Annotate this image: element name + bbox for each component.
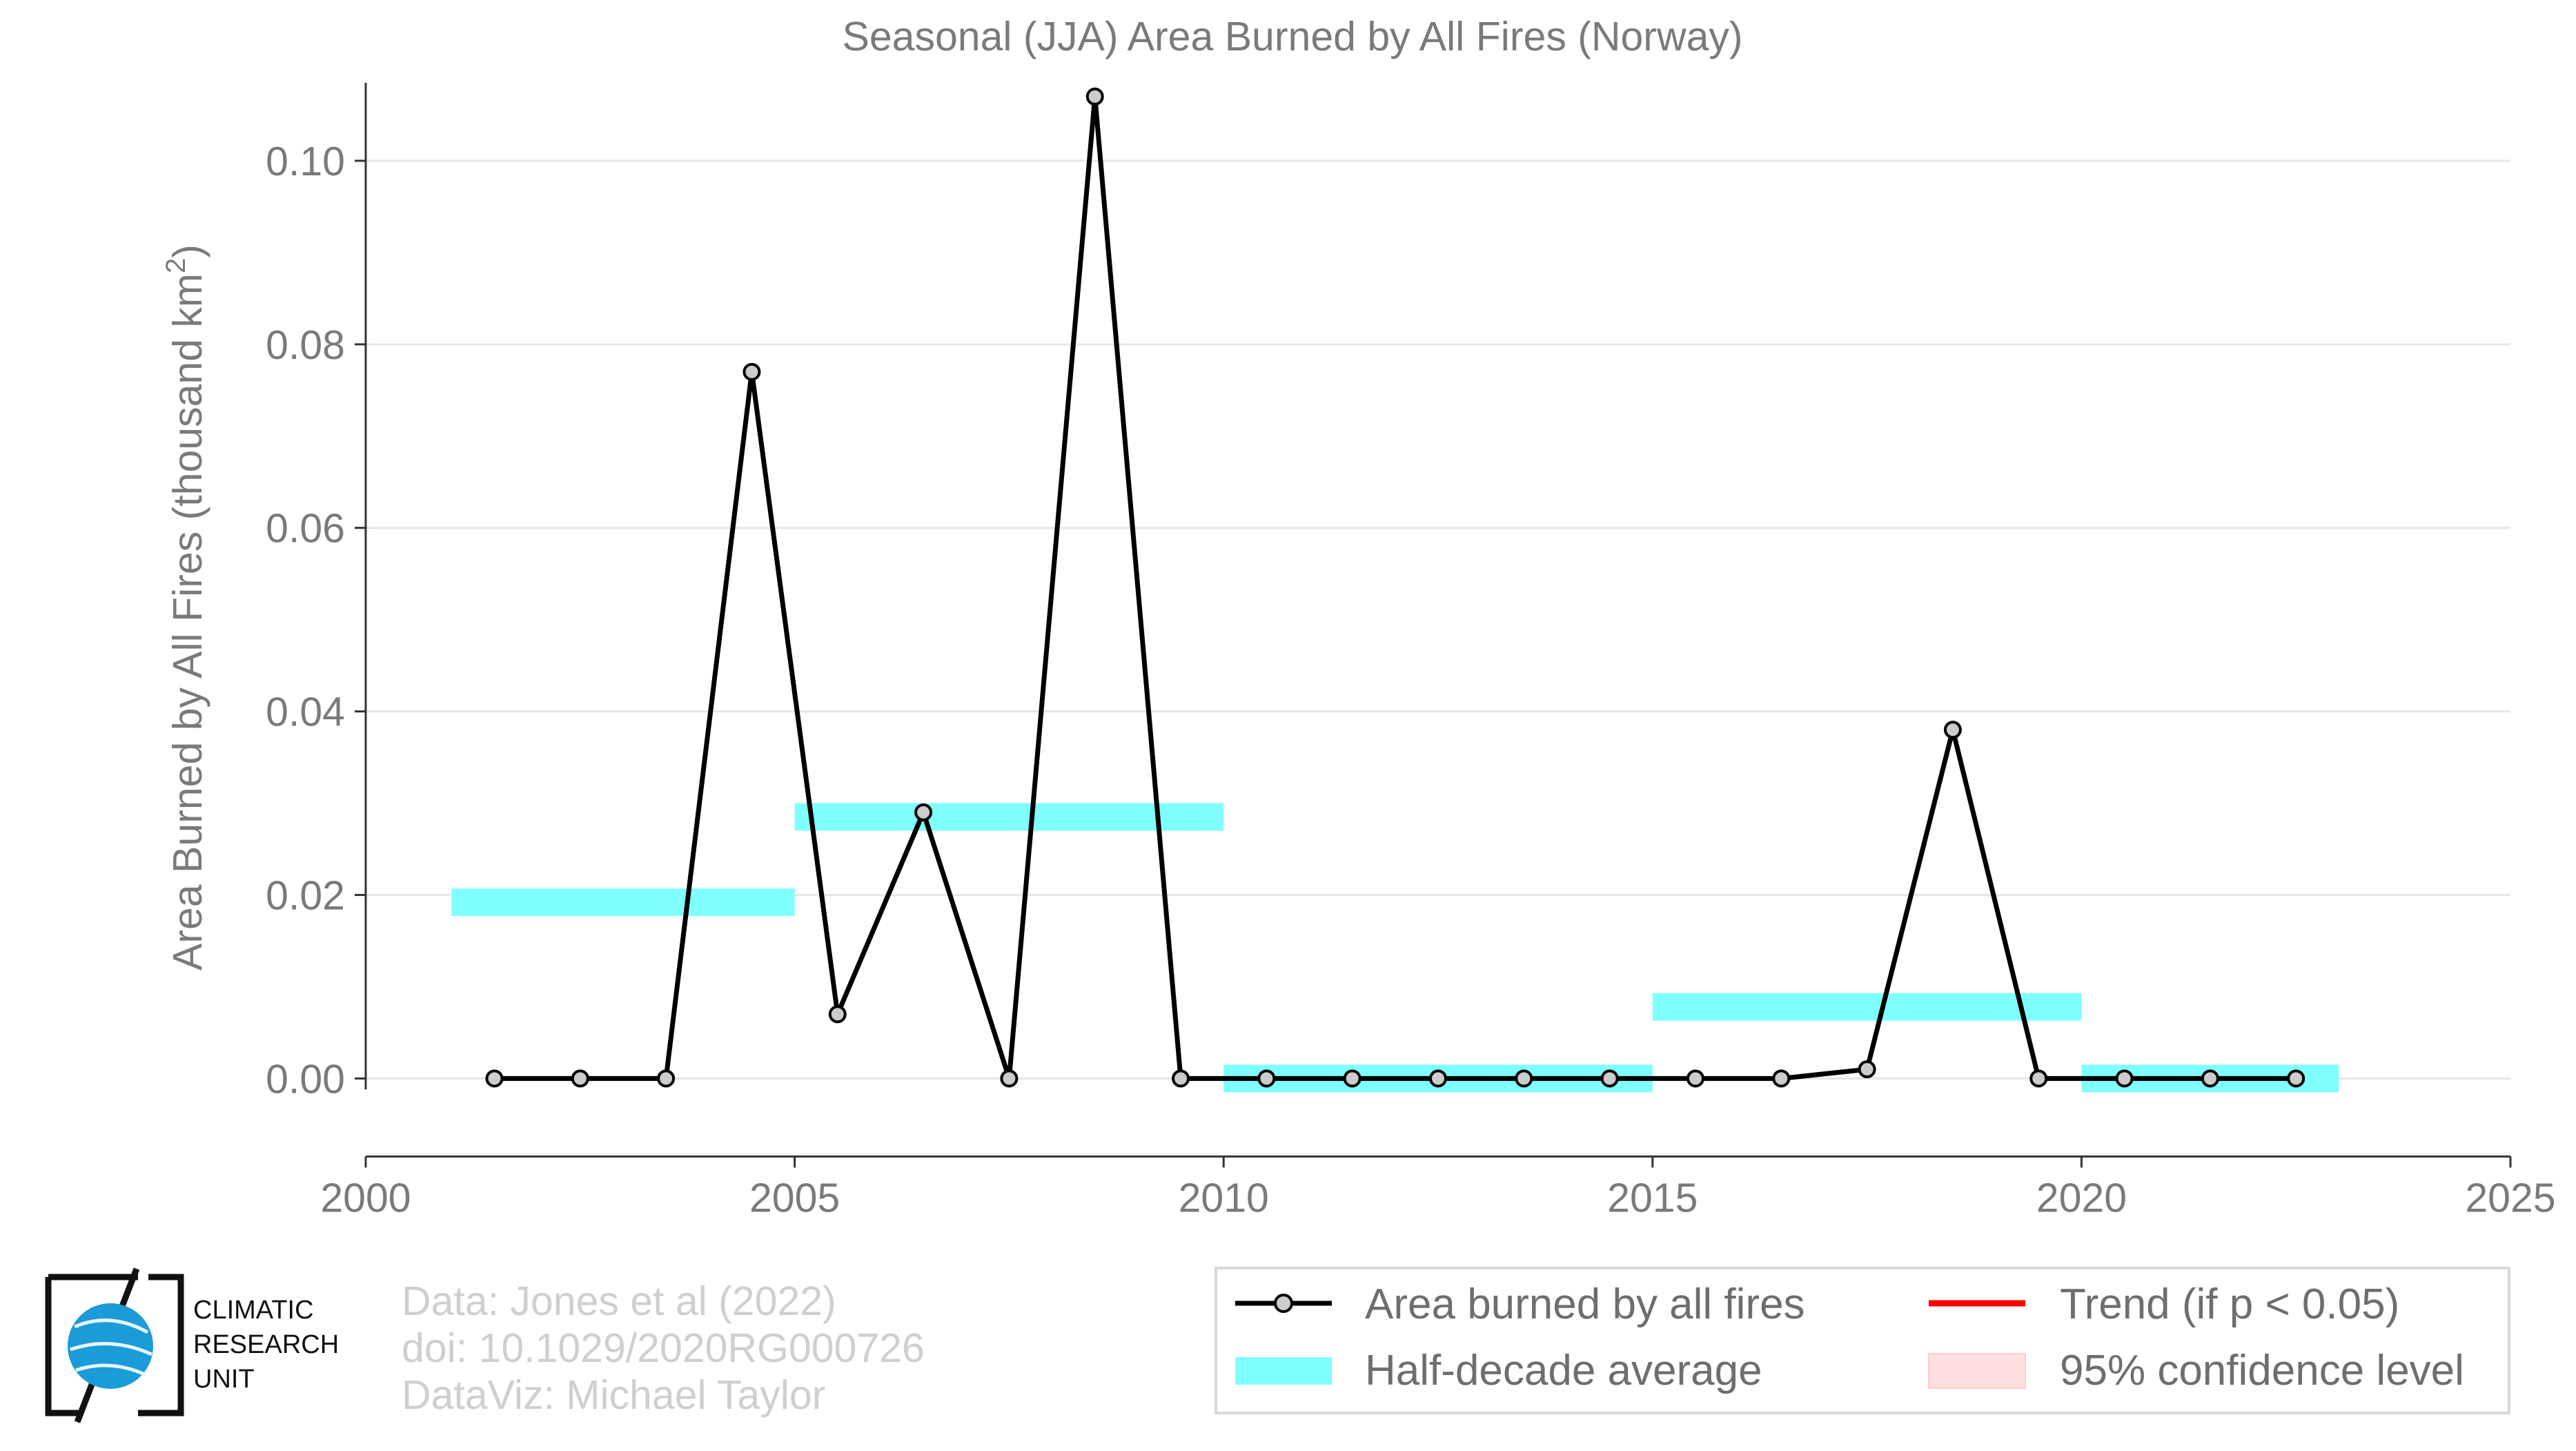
- series-line: [494, 94, 2297, 1081]
- logo-line-3: UNIT: [193, 1365, 255, 1394]
- half-decade-average-bar: [1652, 993, 2082, 1021]
- data-point: [1600, 1069, 1619, 1088]
- data-point: [2115, 1069, 2134, 1088]
- data-point: [1343, 1069, 1361, 1088]
- data-point: [1172, 1069, 1190, 1088]
- half-decade-average-bar: [794, 803, 1224, 831]
- x-tick-label: 2000: [320, 1175, 411, 1220]
- legend-label-half-decade: Half-decade average: [1365, 1347, 1762, 1394]
- credit-data: Data: Jones et al (2022): [402, 1278, 836, 1324]
- x-tick-label: 2015: [1607, 1175, 1698, 1220]
- x-tick-label: 2010: [1179, 1175, 1269, 1220]
- data-point: [657, 1069, 676, 1088]
- data-point: [571, 1069, 589, 1088]
- y-tick-label: 0.08: [266, 322, 345, 368]
- data-point: [1085, 87, 1104, 106]
- y-tick-label: 0.06: [266, 506, 345, 552]
- data-point: [1943, 721, 1962, 739]
- axes-layer: 0.00 0.02 0.04 0.06 0.08 0.10 2000 2005 2010 2015…: [266, 82, 2556, 1220]
- series-layer: [485, 87, 2305, 1088]
- legend-confidence-symbol: [1928, 1353, 2026, 1389]
- legend-label-confidence: 95% confidence level: [2060, 1347, 2464, 1394]
- half-decade-average-bar: [451, 888, 795, 917]
- data-point: [743, 362, 761, 381]
- legend-label-area-burned: Area burned by all fires: [1365, 1280, 1805, 1328]
- credit-doi: doi: 10.1029/2020RG000726: [402, 1325, 925, 1371]
- chart-title: Seasonal (JJA) Area Burned by All Fires …: [842, 14, 1742, 59]
- data-point: [485, 1069, 504, 1088]
- y-tick-label: 0.02: [266, 873, 345, 918]
- data-point: [1429, 1069, 1447, 1088]
- data-point: [1000, 1069, 1019, 1088]
- logo-line-2: RESEARCH: [193, 1330, 339, 1359]
- legend-frame: [1215, 1267, 2510, 1414]
- legend-half-decade-symbol: [1235, 1357, 1332, 1385]
- data-point: [1686, 1069, 1704, 1088]
- y-tick-label: 0.00: [266, 1056, 345, 1102]
- y-axis-label: Area Burned by All Fires (thousand km2): [161, 244, 210, 971]
- x-tick-label: 2025: [2465, 1175, 2555, 1220]
- data-point: [1772, 1069, 1791, 1088]
- data-point: [2287, 1069, 2305, 1088]
- legend-marker-symbol: [1274, 1294, 1293, 1313]
- half-decade-average-layer: [451, 803, 2339, 1093]
- data-point: [828, 1005, 847, 1024]
- y-tick-label: 0.10: [266, 139, 345, 184]
- data-point: [2201, 1069, 2219, 1088]
- y-tick-label: 0.04: [266, 690, 345, 735]
- cru-logo: CLIMATIC RESEARCH UNIT: [45, 1267, 339, 1423]
- data-point: [1858, 1060, 1876, 1079]
- data-point: [2029, 1069, 2048, 1088]
- credit-dataviz: DataViz: Michael Taylor: [402, 1372, 825, 1418]
- legend-label-trend: Trend (if p < 0.05): [2060, 1280, 2399, 1328]
- data-point: [1257, 1069, 1276, 1088]
- grid-layer: [366, 159, 2510, 1080]
- logo-line-1: CLIMATIC: [193, 1296, 314, 1325]
- data-point: [914, 803, 933, 821]
- data-point: [1515, 1069, 1533, 1088]
- legend: Area burned by all fires Trend (if p < 0…: [1215, 1267, 2510, 1414]
- x-tick-label: 2005: [749, 1175, 840, 1220]
- x-tick-label: 2020: [2036, 1175, 2127, 1220]
